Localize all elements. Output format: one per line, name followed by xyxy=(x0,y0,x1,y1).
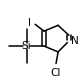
Text: Si: Si xyxy=(22,41,31,51)
Text: Cl: Cl xyxy=(50,68,61,78)
Text: I: I xyxy=(28,18,31,28)
Text: N: N xyxy=(71,36,79,46)
